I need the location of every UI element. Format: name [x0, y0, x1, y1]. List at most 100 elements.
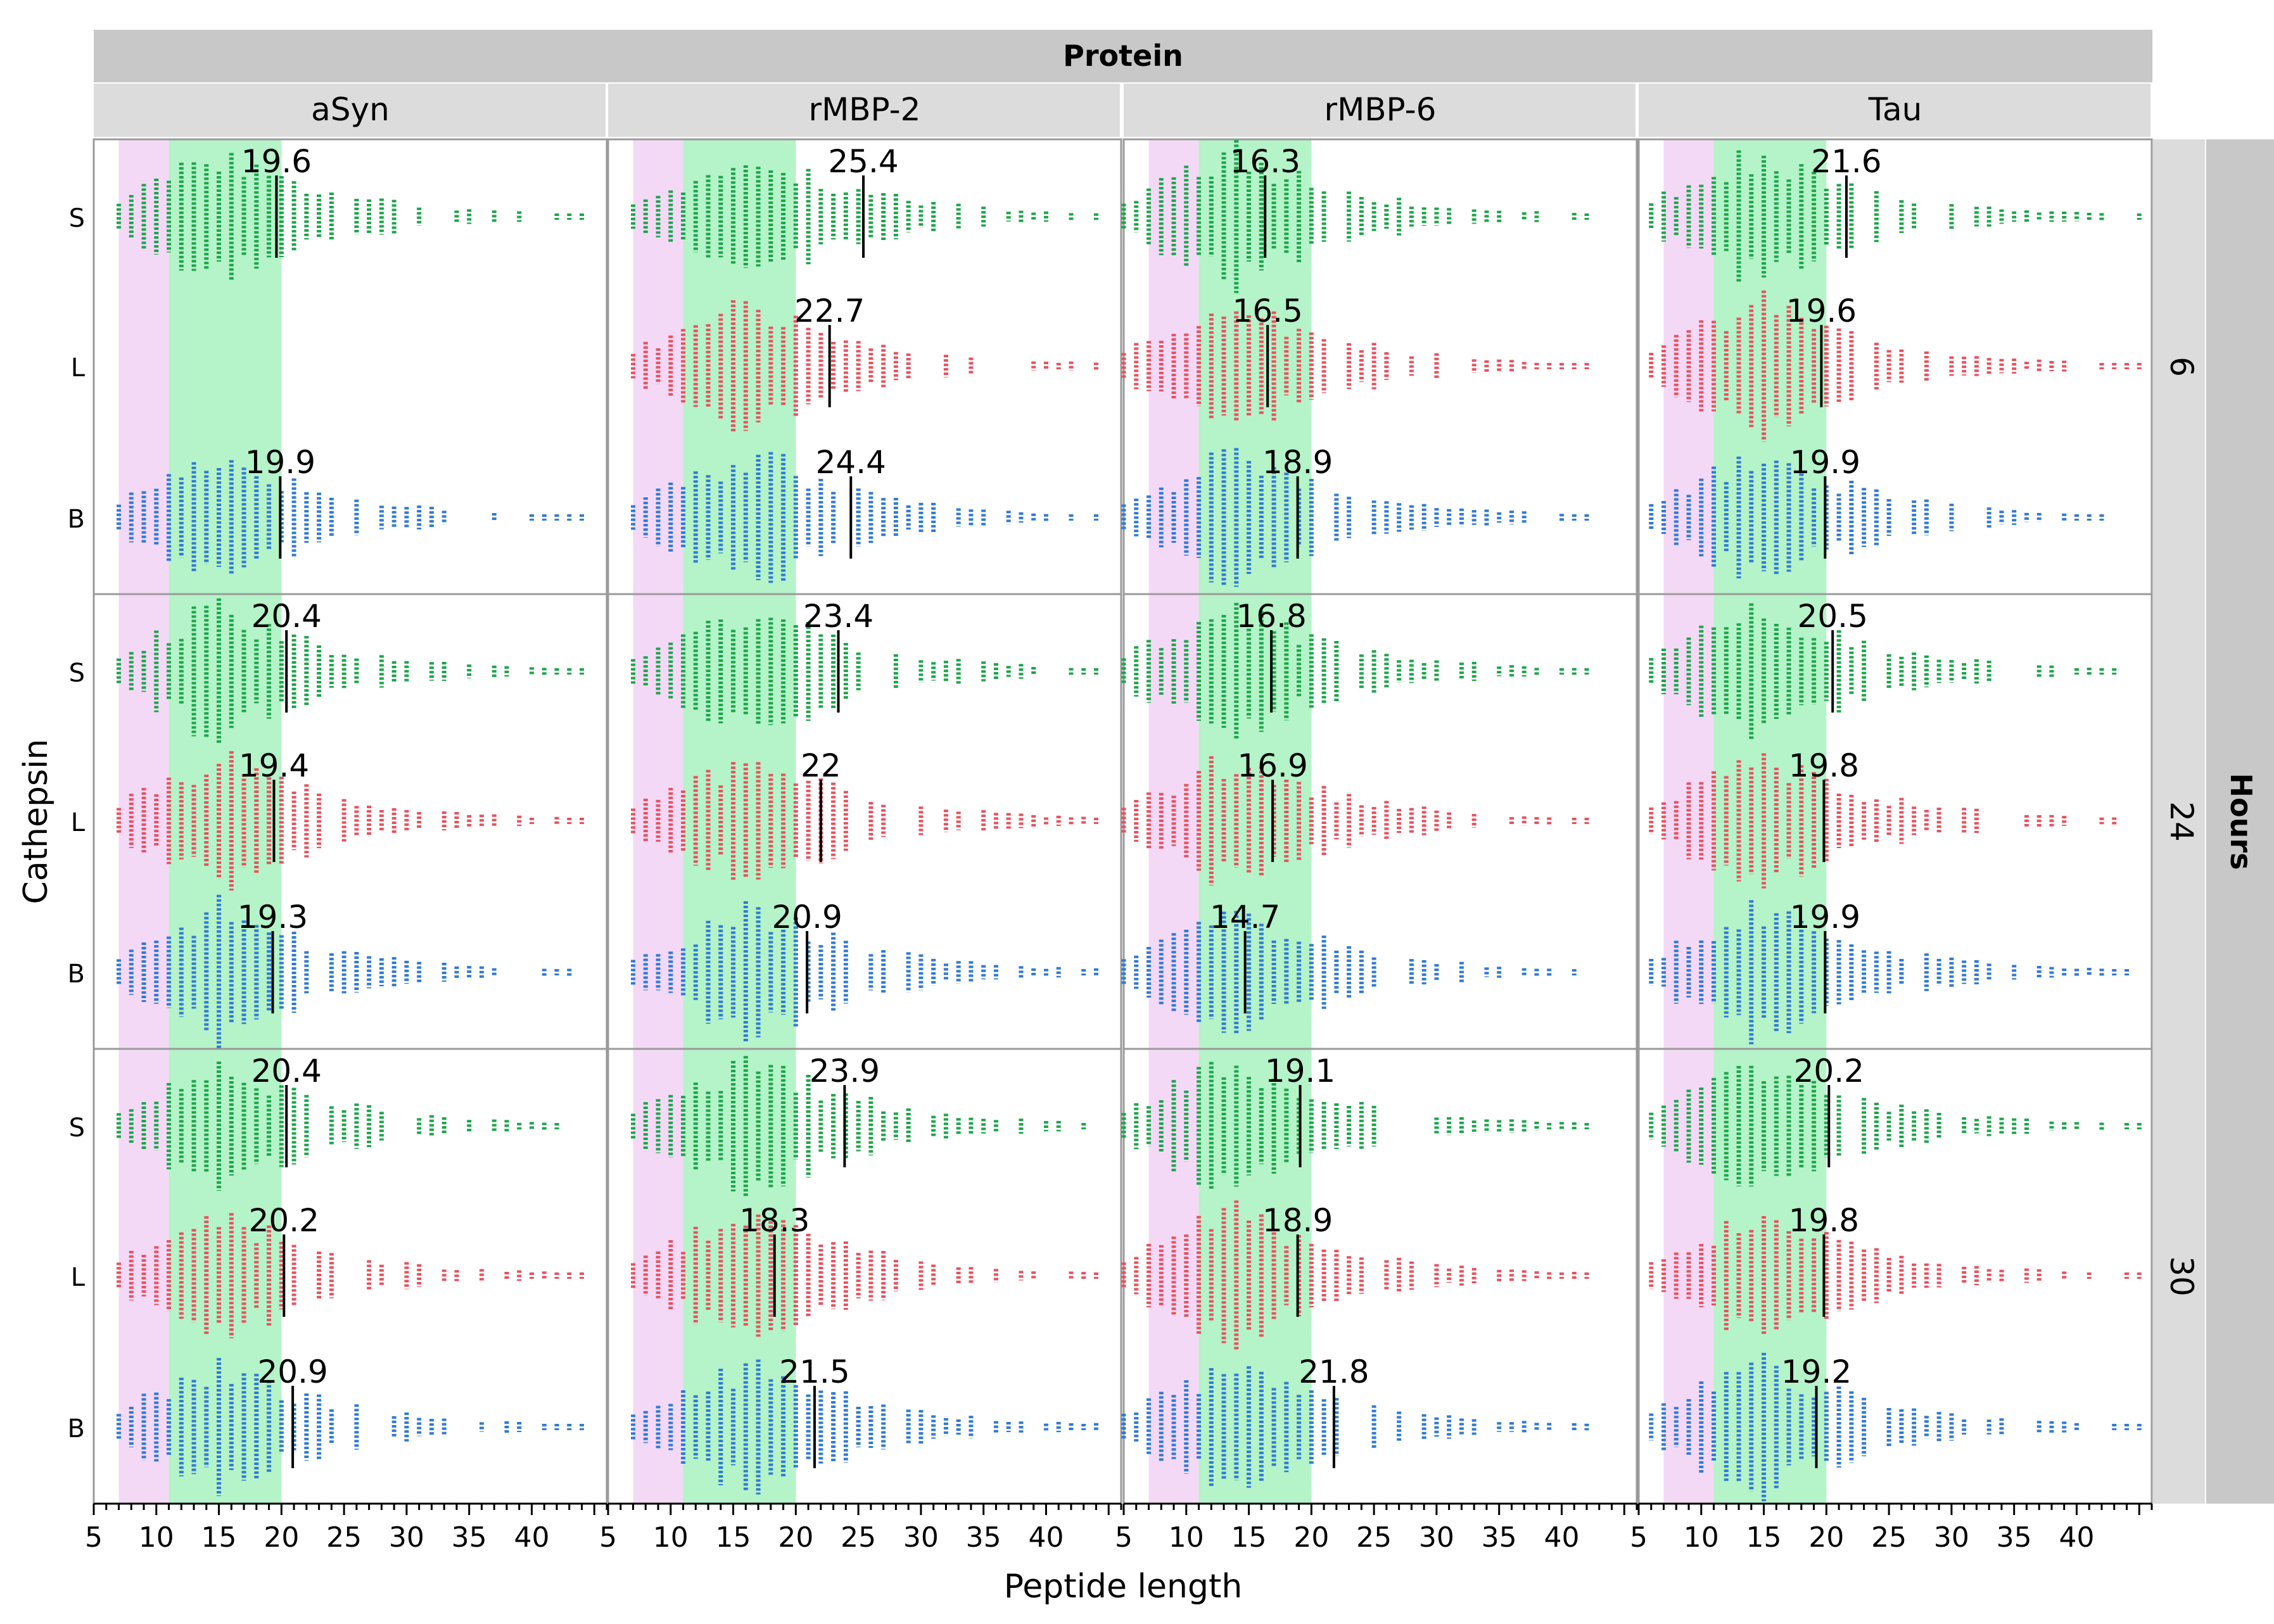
x-tick-label: 15 — [1231, 1521, 1267, 1554]
median-label: 21.5 — [779, 1354, 849, 1390]
dot-strip-rMBP-6-24-S — [1121, 602, 1589, 740]
median-label: 19.9 — [1790, 444, 1860, 481]
median-label: 20.4 — [251, 1053, 322, 1089]
hours-label: 30 — [2163, 1256, 2200, 1297]
x-axis-label: Peptide length — [1004, 1568, 1243, 1606]
median-label: 14.7 — [1210, 899, 1280, 936]
band-mid — [1713, 139, 1827, 594]
x-tick-label: 10 — [139, 1521, 174, 1554]
x-tick-label: 10 — [653, 1521, 689, 1554]
protein-label-bg — [1639, 84, 2150, 137]
x-tick-label: 15 — [1746, 1521, 1782, 1554]
cathepsin-label: L — [71, 1263, 86, 1292]
band-mid — [1713, 594, 1827, 1049]
median-label: 19.3 — [238, 899, 308, 936]
band-mid — [1198, 1049, 1312, 1504]
dot-strip-rMBP-6-6-L — [1121, 311, 1589, 421]
dot-strip-rMBP-2-30-S — [631, 1056, 1086, 1196]
x-tick-label: 15 — [201, 1521, 237, 1554]
x-tick-label: 25 — [841, 1521, 876, 1554]
median-label: 18.9 — [1262, 444, 1333, 481]
median-label: 20.2 — [1794, 1053, 1864, 1089]
x-tick-label: 40 — [1028, 1521, 1064, 1554]
hours-label: 24 — [2163, 801, 2200, 842]
protein-header-bg — [94, 30, 2152, 82]
hours-label-bg — [2153, 139, 2205, 594]
x-tick-label: 10 — [1684, 1521, 1719, 1554]
median-label: 23.9 — [810, 1053, 880, 1089]
band-mid — [1198, 594, 1312, 1049]
dot-strip-rMBP-2-6-S — [631, 165, 1098, 268]
cathepsin-label: S — [69, 1113, 85, 1143]
protein-label: aSyn — [311, 91, 390, 128]
dot-strip-aSyn-30-B — [117, 1357, 584, 1497]
cathepsin-label: S — [69, 659, 85, 688]
x-tick-label: 30 — [389, 1521, 424, 1554]
dot-strip-rMBP-2-6-L — [631, 300, 1098, 433]
y-axis-label: Cathepsin — [17, 739, 55, 904]
dot-strip-Tau-30-B — [1649, 1352, 2142, 1502]
median-label: 19.8 — [1789, 747, 1859, 784]
median-label: 19.1 — [1265, 1053, 1335, 1089]
x-tick-label: 40 — [514, 1521, 549, 1554]
band-mid — [168, 1049, 282, 1504]
median-label: 22.7 — [794, 293, 865, 329]
dot-strip-Tau-6-L — [1649, 290, 2142, 442]
median-label: 22 — [801, 747, 841, 784]
protein-header-label: Protein — [1063, 39, 1183, 73]
dot-strip-aSyn-24-B — [117, 894, 572, 1050]
hours-header-bg — [2206, 139, 2274, 1504]
x-tick-label: 35 — [1482, 1521, 1517, 1554]
median-label: 18.9 — [1262, 1202, 1333, 1239]
median-label: 19.2 — [1781, 1354, 1852, 1390]
median-label: 19.6 — [1786, 293, 1857, 329]
dot-strip-aSyn-6-B — [117, 460, 584, 575]
dot-strip-rMBP-6-30-S — [1121, 1062, 1589, 1191]
x-tick-label: 5 — [85, 1521, 103, 1554]
x-tick-label: 10 — [1169, 1521, 1204, 1554]
x-tick-label: 20 — [778, 1521, 813, 1554]
dot-strip-Tau-30-S — [1649, 1065, 2142, 1187]
median-label: 20.5 — [1798, 598, 1868, 635]
protein-label: rMBP-2 — [809, 91, 921, 128]
x-tick-label: 20 — [264, 1521, 299, 1554]
median-label: 20.9 — [772, 899, 842, 936]
x-tick-label: 5 — [1630, 1521, 1648, 1554]
band-mid — [683, 139, 796, 594]
median-label: 18.3 — [739, 1202, 810, 1239]
median-label: 16.3 — [1230, 143, 1300, 180]
dot-strip-Tau-6-B — [1649, 456, 2104, 579]
dot-strip-aSyn-30-L — [117, 1213, 584, 1338]
x-tick-label: 20 — [1808, 1521, 1844, 1554]
median-label: 19.9 — [245, 444, 315, 481]
cathepsin-label: L — [71, 808, 86, 837]
protein-label-bg — [1124, 84, 1636, 137]
dot-strip-rMBP-2-24-B — [631, 901, 1098, 1044]
dot-strip-aSyn-24-S — [117, 598, 584, 745]
dot-strip-rMBP-2-24-L — [631, 762, 1098, 880]
x-tick-label: 35 — [452, 1521, 487, 1554]
facet-grid: aSyn S 19.6 L B 19.9 S 20.4 L 19.4 B 19.3 S 20.4 L 20.2… — [68, 84, 2205, 1554]
dot-strip-rMBP-2-30-B — [631, 1359, 1098, 1495]
dot-strip-Tau-24-L — [1649, 753, 2117, 889]
cathepsin-label: B — [68, 960, 85, 989]
median-label: 16.5 — [1233, 293, 1303, 329]
median-label: 21.6 — [1811, 143, 1881, 180]
cathepsin-label: S — [69, 204, 85, 233]
x-tick-label: 25 — [326, 1521, 362, 1554]
median-label: 16.8 — [1236, 598, 1306, 635]
median-label: 19.9 — [1790, 899, 1860, 936]
protein-label: Tau — [1868, 91, 1922, 128]
dot-strip-rMBP-2-30-L — [631, 1214, 1098, 1337]
median-label: 20.9 — [257, 1354, 327, 1390]
median-label: 19.4 — [239, 747, 309, 784]
median-label: 19.6 — [241, 143, 312, 180]
median-label: 23.4 — [803, 598, 873, 635]
dot-strip-Tau-24-S — [1649, 603, 2117, 740]
x-tick-label: 30 — [1419, 1521, 1454, 1554]
dot-strip-aSyn-6-S — [117, 153, 584, 281]
band-mid — [168, 139, 282, 594]
dot-strip-aSyn-24-L — [117, 751, 584, 891]
band-mid — [683, 594, 796, 1049]
cathepsin-label: B — [68, 1414, 85, 1443]
